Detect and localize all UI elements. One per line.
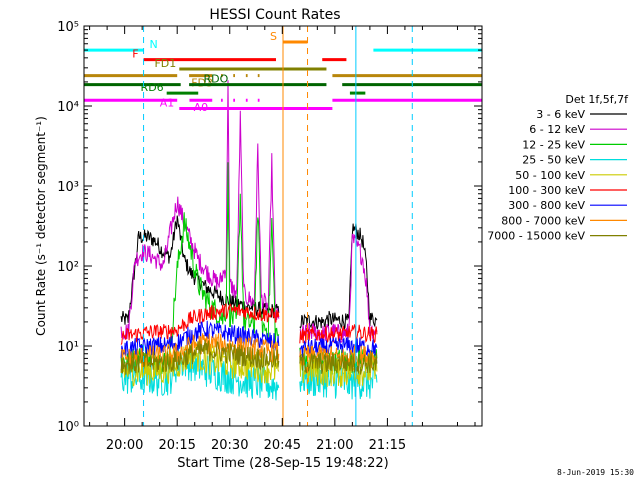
- y-tick-label: 10⁵: [57, 20, 79, 35]
- x-tick-label: 20:45: [264, 438, 301, 453]
- legend: Det 1f,5f,7f 3 - 6 keV 6 - 12 keV 12 - 25 …: [487, 93, 629, 243]
- x-tick-label: 20:00: [106, 438, 143, 453]
- flag-bar-f-label: F: [132, 48, 138, 61]
- legend-label: 300 - 800 keV: [508, 199, 585, 212]
- y-tick-label: 10³: [57, 180, 79, 195]
- y-tick-label: 10²: [57, 260, 79, 275]
- x-tick-label: 20:30: [211, 438, 248, 453]
- x-tick-label: 21:00: [316, 438, 353, 453]
- legend-label: 6 - 12 keV: [529, 123, 585, 136]
- flag-bar-n-label: N: [150, 38, 158, 51]
- plot-frame: [83, 25, 483, 427]
- legend-label: 3 - 6 keV: [536, 108, 585, 121]
- footer-date: 8-Jun-2019 15:30: [557, 468, 634, 477]
- legend-title: Det 1f,5f,7f: [565, 93, 629, 106]
- y-tick-label: 10¹: [57, 340, 79, 355]
- legend-label: 12 - 25 keV: [522, 138, 585, 151]
- chart-title: HESSI Count Rates: [209, 7, 340, 23]
- series-7000-15000-kev: [120, 339, 280, 375]
- y-axis-ticks: 10⁰ 10¹ 10² 10³ 10⁴ 10⁵: [57, 20, 482, 435]
- series-100-300-kev: [299, 324, 378, 344]
- y-tick-label: 10⁰: [57, 420, 79, 435]
- flag-bar-a1-label: A1: [160, 97, 175, 110]
- flag-bar-fd1-label: FD1: [154, 57, 176, 70]
- series-3-6-kev: [299, 223, 378, 331]
- series-6-12-kev: [120, 80, 280, 341]
- legend-label: 800 - 7000 keV: [501, 214, 585, 227]
- x-axis-ticks: 20:00 20:15 20:30 20:45 21:00 21:15: [89, 26, 476, 453]
- legend-label: 7000 - 15000 keV: [487, 230, 585, 243]
- series-100-300-kev: [120, 303, 280, 345]
- x-tick-label: 21:15: [369, 438, 406, 453]
- legend-label: 100 - 300 keV: [508, 184, 585, 197]
- flag-bar-rd6-label: RD6: [141, 81, 164, 94]
- series-layer: [120, 80, 378, 401]
- legend-label: 25 - 50 keV: [522, 154, 585, 167]
- y-tick-label: 10⁴: [57, 100, 79, 115]
- plot-area: NSFFD1FD3RDORD6A0A1 20:0020:1520:3020:45…: [57, 20, 483, 453]
- vertical-markers-layer: [143, 26, 413, 426]
- y-axis-label: Count Rate (s⁻¹ detector segment⁻¹): [34, 116, 48, 336]
- x-axis-label: Start Time (28-Sep-15 19:48:22): [177, 456, 388, 471]
- series-300-800-kev: [120, 320, 280, 358]
- legend-label: 50 - 100 keV: [515, 169, 585, 182]
- flag-bar-rdo-label: RDO: [203, 73, 228, 86]
- flag-bar-s-label: S: [270, 30, 277, 43]
- flag-bar-fd3-label: FD3: [191, 77, 213, 90]
- series-7000-15000-kev: [299, 352, 378, 375]
- x-tick-label: 20:15: [158, 438, 195, 453]
- legend-items: 3 - 6 keV 6 - 12 keV 12 - 25 keV 25 - 50 ke…: [487, 108, 627, 243]
